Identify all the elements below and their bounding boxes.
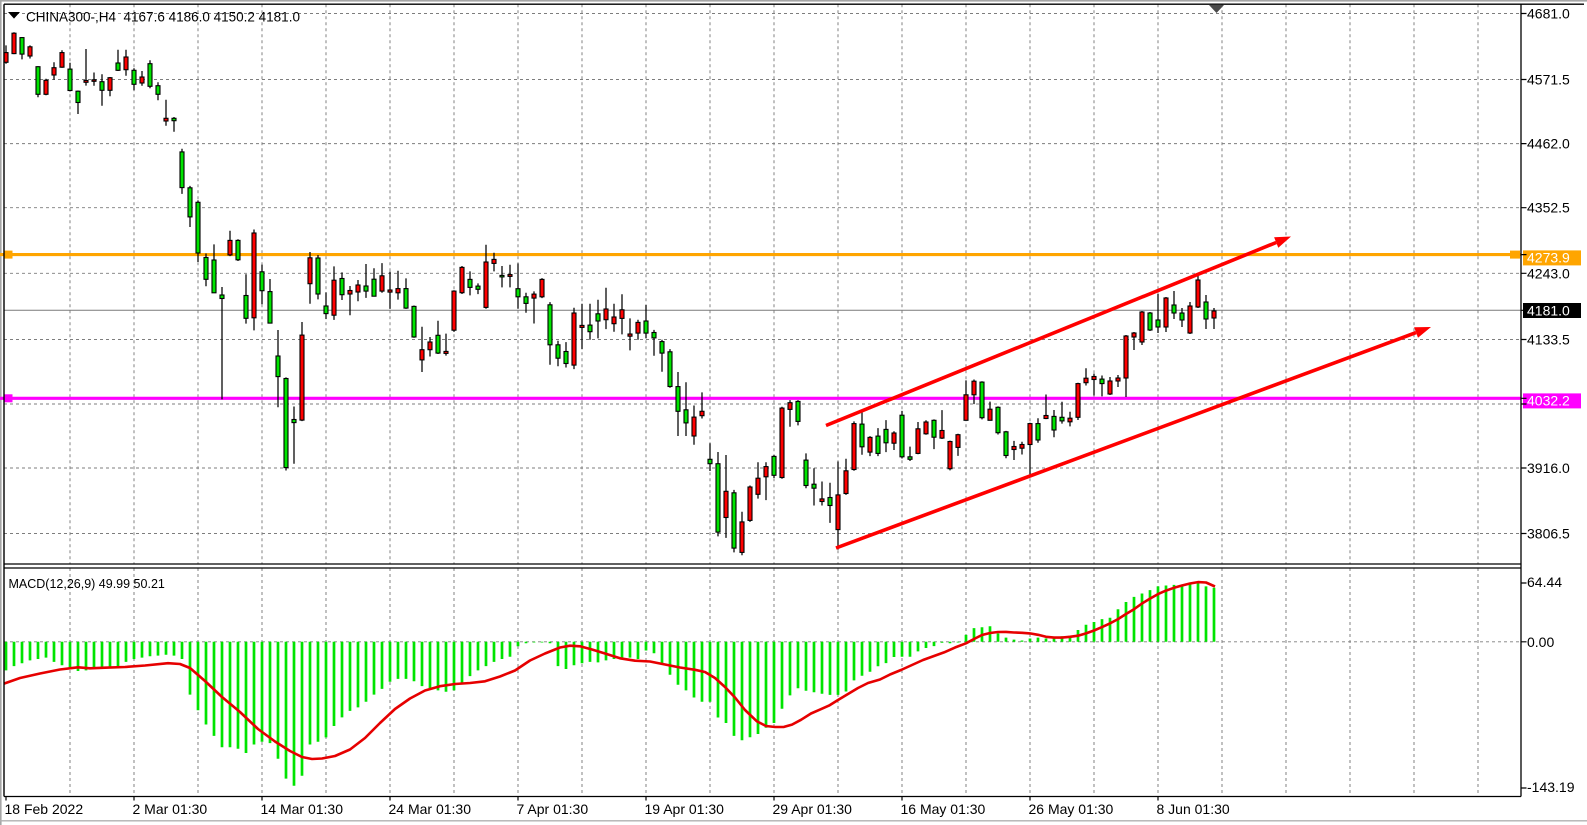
- svg-text:14 Mar 01:30: 14 Mar 01:30: [261, 801, 344, 817]
- svg-text:64.44: 64.44: [1527, 574, 1562, 590]
- svg-text:-143.19: -143.19: [1527, 779, 1575, 795]
- svg-text:4352.5: 4352.5: [1527, 200, 1570, 216]
- svg-text:7 Apr 01:30: 7 Apr 01:30: [517, 801, 589, 817]
- svg-text:4133.5: 4133.5: [1527, 332, 1570, 348]
- svg-text:4273.9: 4273.9: [1527, 250, 1570, 266]
- svg-text:0.00: 0.00: [1527, 634, 1554, 650]
- svg-text:19 Apr 01:30: 19 Apr 01:30: [645, 801, 725, 817]
- svg-text:MACD(12,26,9) 49.99 50.21: MACD(12,26,9) 49.99 50.21: [9, 577, 165, 591]
- svg-text:18 Feb 2022: 18 Feb 2022: [5, 801, 84, 817]
- svg-text:29 Apr 01:30: 29 Apr 01:30: [773, 801, 853, 817]
- svg-text:4681.0: 4681.0: [1527, 6, 1570, 22]
- svg-text:24 Mar 01:30: 24 Mar 01:30: [389, 801, 472, 817]
- svg-text:CHINA300-,H4 4167.6 4186.0 41: CHINA300-,H4 4167.6 4186.0 4150.2 4181.0: [26, 10, 300, 25]
- svg-text:4571.5: 4571.5: [1527, 72, 1570, 88]
- svg-text:26 May 01:30: 26 May 01:30: [1029, 801, 1114, 817]
- svg-text:3916.0: 3916.0: [1527, 460, 1570, 476]
- svg-text:4462.0: 4462.0: [1527, 136, 1570, 152]
- svg-text:2 Mar 01:30: 2 Mar 01:30: [133, 801, 208, 817]
- svg-text:4032.2: 4032.2: [1527, 393, 1570, 409]
- svg-text:4181.0: 4181.0: [1527, 302, 1570, 318]
- svg-text:16 May 01:30: 16 May 01:30: [901, 801, 986, 817]
- svg-text:8 Jun 01:30: 8 Jun 01:30: [1157, 801, 1230, 817]
- svg-text:4243.0: 4243.0: [1527, 265, 1570, 281]
- svg-text:3806.5: 3806.5: [1527, 526, 1570, 542]
